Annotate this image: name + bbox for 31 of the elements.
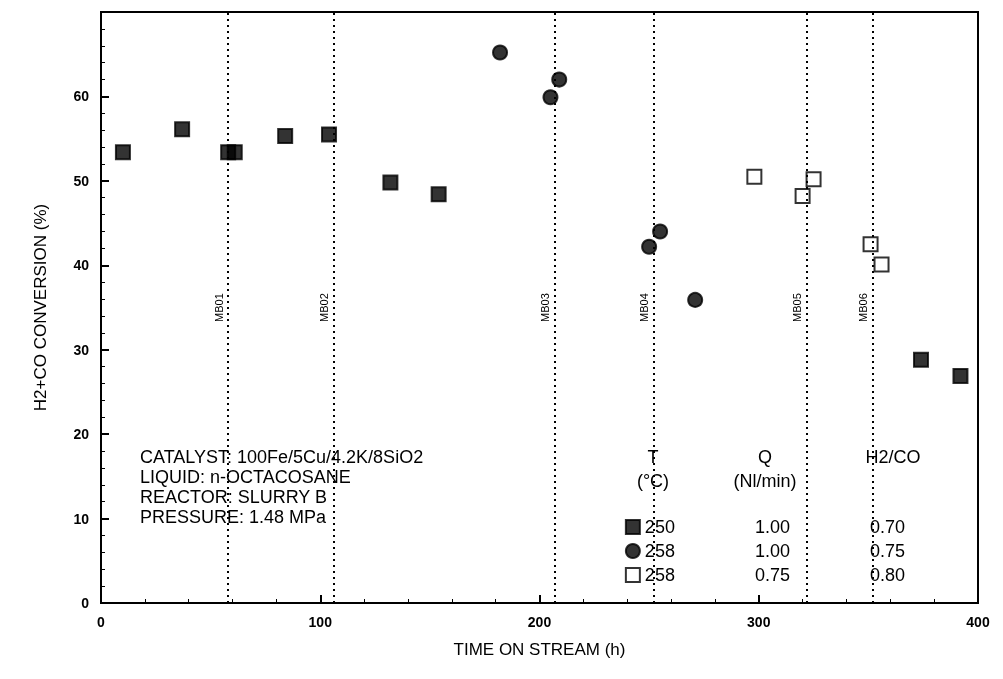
ref-line-label: MB04 xyxy=(638,293,651,322)
annotation: CATALYST: 100Fe/5Cu/4.2K/8SiO2 xyxy=(140,447,424,467)
legend-label: 250 1.00 0.70 xyxy=(644,517,906,537)
ref-line-label: MB01 xyxy=(212,293,225,322)
x-tick-label: 0 xyxy=(97,614,106,630)
annotation: LIQUID: n-OCTACOSANE xyxy=(140,467,351,487)
y-tick-label: 10 xyxy=(73,510,90,527)
ref-line-label: MB06 xyxy=(857,293,870,322)
x-tick-label: 100 xyxy=(308,614,333,630)
x-tick-label: 400 xyxy=(966,614,990,630)
x-tick-label: 200 xyxy=(527,614,552,630)
annotation: (°C) xyxy=(636,471,670,491)
annotation: Q xyxy=(757,447,773,467)
y-tick-label: 30 xyxy=(73,341,90,358)
y-tick-label: 0 xyxy=(81,595,90,611)
y-tick-label: 60 xyxy=(73,88,90,105)
y-tick-label: 40 xyxy=(73,257,90,274)
y-tick-label: 20 xyxy=(73,426,90,443)
ref-line-label: MB02 xyxy=(317,293,330,322)
legend-label: 258 0.75 0.80 xyxy=(644,565,906,585)
y-axis-title: H2+CO CONVERSION (%) xyxy=(31,203,50,412)
ref-line-label: MB05 xyxy=(791,293,804,322)
legend-label: 258 1.00 0.75 xyxy=(644,541,906,561)
annotation: (Nl/min) xyxy=(733,471,797,491)
y-tick-label: 50 xyxy=(73,172,90,189)
annotation: REACTOR: SLURRY B xyxy=(140,487,328,507)
ref-line-label: MB03 xyxy=(539,293,552,322)
x-tick-label: 300 xyxy=(747,614,771,630)
annotation: PRESSURE: 1.48 MPa xyxy=(140,507,328,527)
annotation: H2/CO xyxy=(865,447,921,467)
x-axis-title: TIME ON STREAM (h) xyxy=(453,640,626,659)
